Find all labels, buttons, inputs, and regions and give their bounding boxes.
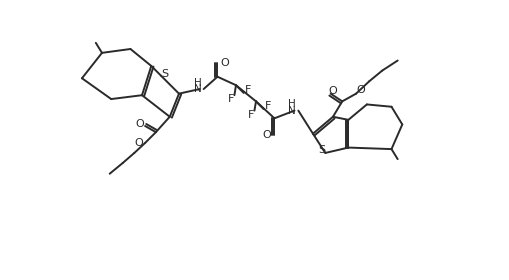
Text: O: O [356, 85, 364, 95]
Text: S: S [317, 145, 324, 155]
Text: F: F [248, 110, 254, 120]
Text: O: O [328, 86, 336, 96]
Text: F: F [265, 101, 271, 111]
Text: S: S [161, 69, 168, 79]
Text: O: O [134, 138, 143, 148]
Text: N: N [193, 84, 201, 94]
Text: H: H [288, 99, 295, 109]
Text: O: O [262, 130, 271, 140]
Text: F: F [245, 85, 251, 95]
Text: N: N [288, 106, 295, 116]
Text: F: F [228, 94, 234, 104]
Text: O: O [135, 119, 144, 129]
Text: H: H [193, 78, 201, 88]
Text: O: O [220, 58, 229, 68]
